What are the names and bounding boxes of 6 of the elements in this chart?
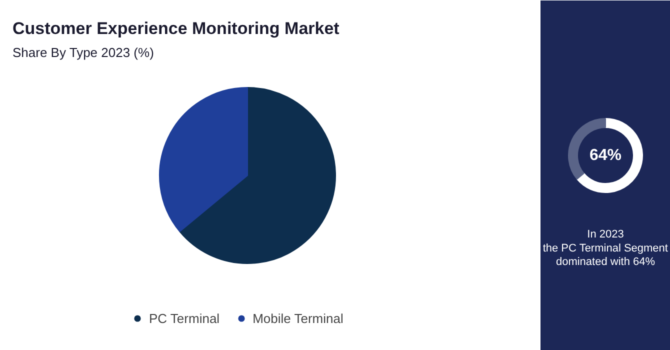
chart-subtitle: Share By Type 2023 (%)	[12, 45, 154, 60]
chart-title: Customer Experience Monitoring Market	[12, 19, 340, 38]
legend-label: Mobile Terminal	[252, 310, 344, 326]
text: In 2023 the PC Terminal Segment dominated with 64%	[542, 228, 668, 268]
legend-label: PC Terminal	[149, 310, 220, 326]
data-label: 64%	[589, 147, 622, 164]
